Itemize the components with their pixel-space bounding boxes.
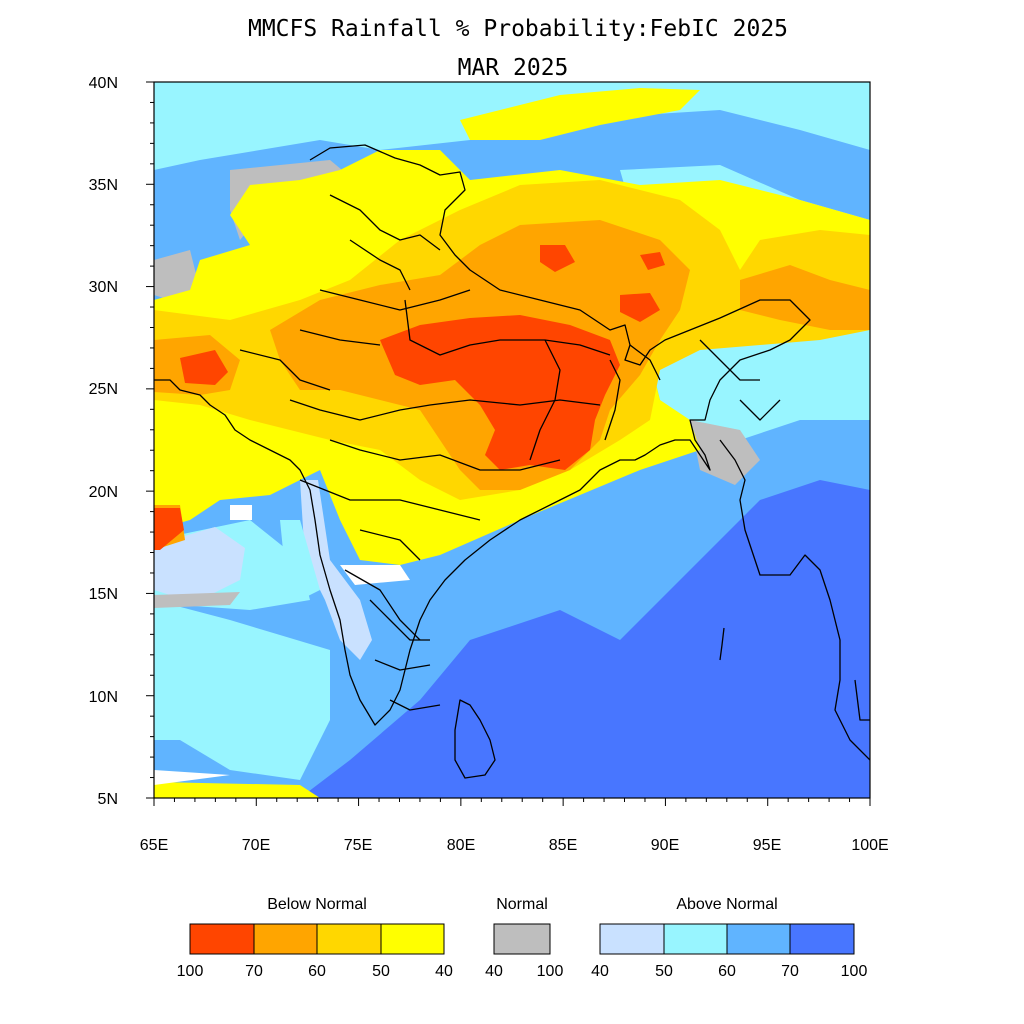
legend-normal-label: 100 [537, 963, 564, 980]
legend-above-label: 100 [841, 963, 868, 980]
y-tick-label: 10N [89, 689, 118, 706]
map-plot-area [154, 82, 870, 798]
legend-below-label: 60 [308, 963, 326, 980]
region-above-40-50 [154, 527, 245, 595]
state-lines-south [369, 599, 441, 711]
region-above-50-60-southwest [154, 600, 330, 780]
y-tick-label: 5N [98, 791, 118, 808]
country-boundaries [154, 144, 870, 779]
region-below-70-100-patch3 [640, 252, 665, 270]
legend-above-label: 40 [591, 963, 609, 980]
x-tick-label: 100E [851, 837, 888, 854]
region-below-70-100-central [380, 315, 620, 470]
state-lines-north [299, 194, 611, 356]
x-tick-label: 65E [140, 837, 168, 854]
map-subtitle: MAR 2025 [458, 55, 569, 81]
region-below-40-50-north [460, 88, 700, 140]
x-tick-label: 95E [753, 837, 781, 854]
y-tick-label: 15N [89, 586, 118, 603]
legend-above-label: 60 [718, 963, 736, 980]
x-tick-label: 70E [242, 837, 270, 854]
region-normal-sw [154, 592, 240, 608]
x-tick-label: 80E [447, 837, 475, 854]
region-below-40-50-south [154, 782, 320, 798]
legend-swatch-above-40-50 [599, 923, 665, 955]
myanmar-coast [719, 439, 870, 761]
region-below-70-100-west [180, 350, 228, 385]
x-axis-labels: 65E 70E 75E 80E 85E 90E 95E 100E [140, 837, 889, 854]
legend-above-label: 50 [655, 963, 673, 980]
region-below-70-100-sw [154, 508, 184, 550]
y-tick-label: 20N [89, 484, 118, 501]
india-outline [154, 144, 811, 726]
legend-swatch-below-70-60 [253, 923, 318, 955]
legend-below-label: 40 [435, 963, 453, 980]
legend-swatch-below-100-70 [189, 923, 255, 955]
legend-swatch-below-50-40 [380, 923, 445, 955]
region-normal-bay [690, 420, 760, 485]
legend-swatch-normal [493, 923, 551, 955]
andaman-islands [719, 627, 725, 661]
legend-below-label: 100 [177, 963, 204, 980]
y-tick-label: 35N [89, 177, 118, 194]
axis-ticks [146, 81, 871, 806]
sri-lanka-outline [454, 699, 496, 779]
legend-swatch-above-60-70 [726, 923, 791, 955]
legend-below-colorbar [189, 923, 445, 955]
x-tick-label: 90E [651, 837, 679, 854]
malay-coast [854, 679, 870, 721]
map-title: MMCFS Rainfall % Probability:FebIC 2025 [248, 16, 788, 42]
legend-normal-title: Normal [496, 896, 548, 913]
region-no-signal-2 [340, 565, 410, 585]
legend-swatch-above-70-100 [789, 923, 855, 955]
legend-normal-label: 40 [485, 963, 503, 980]
region-below-70-100-patch1 [540, 245, 575, 272]
legend-above-title: Above Normal [676, 896, 777, 913]
legend-above-label: 70 [781, 963, 799, 980]
legend-below-label: 50 [372, 963, 390, 980]
y-tick-label: 40N [89, 75, 118, 92]
region-no-signal-1 [230, 505, 252, 520]
region-above-40-50-ghats [300, 480, 372, 660]
map-frame [153, 81, 871, 799]
legend-above-colorbar [599, 923, 855, 955]
y-axis-labels: 40N 35N 30N 25N 20N 15N 10N 5N [89, 75, 118, 808]
legend-swatch-below-60-50 [316, 923, 382, 955]
region-above-50-60-ghats [280, 520, 320, 600]
legend-below-title: Below Normal [267, 896, 367, 913]
legend-below-label: 70 [245, 963, 263, 980]
region-below-70-100-patch2 [620, 293, 660, 322]
region-below-60-70-ne [740, 265, 870, 330]
x-tick-label: 75E [344, 837, 372, 854]
state-lines-east [529, 339, 781, 461]
region-normal-west [154, 250, 200, 300]
legend-swatch-above-50-60 [663, 923, 728, 955]
y-tick-label: 25N [89, 381, 118, 398]
region-no-signal-3 [154, 770, 230, 785]
legend: Below Normal 100 70 60 50 40 Normal 40 1… [177, 896, 868, 980]
x-tick-label: 85E [549, 837, 577, 854]
y-tick-label: 30N [89, 279, 118, 296]
state-lines-central [239, 349, 601, 641]
